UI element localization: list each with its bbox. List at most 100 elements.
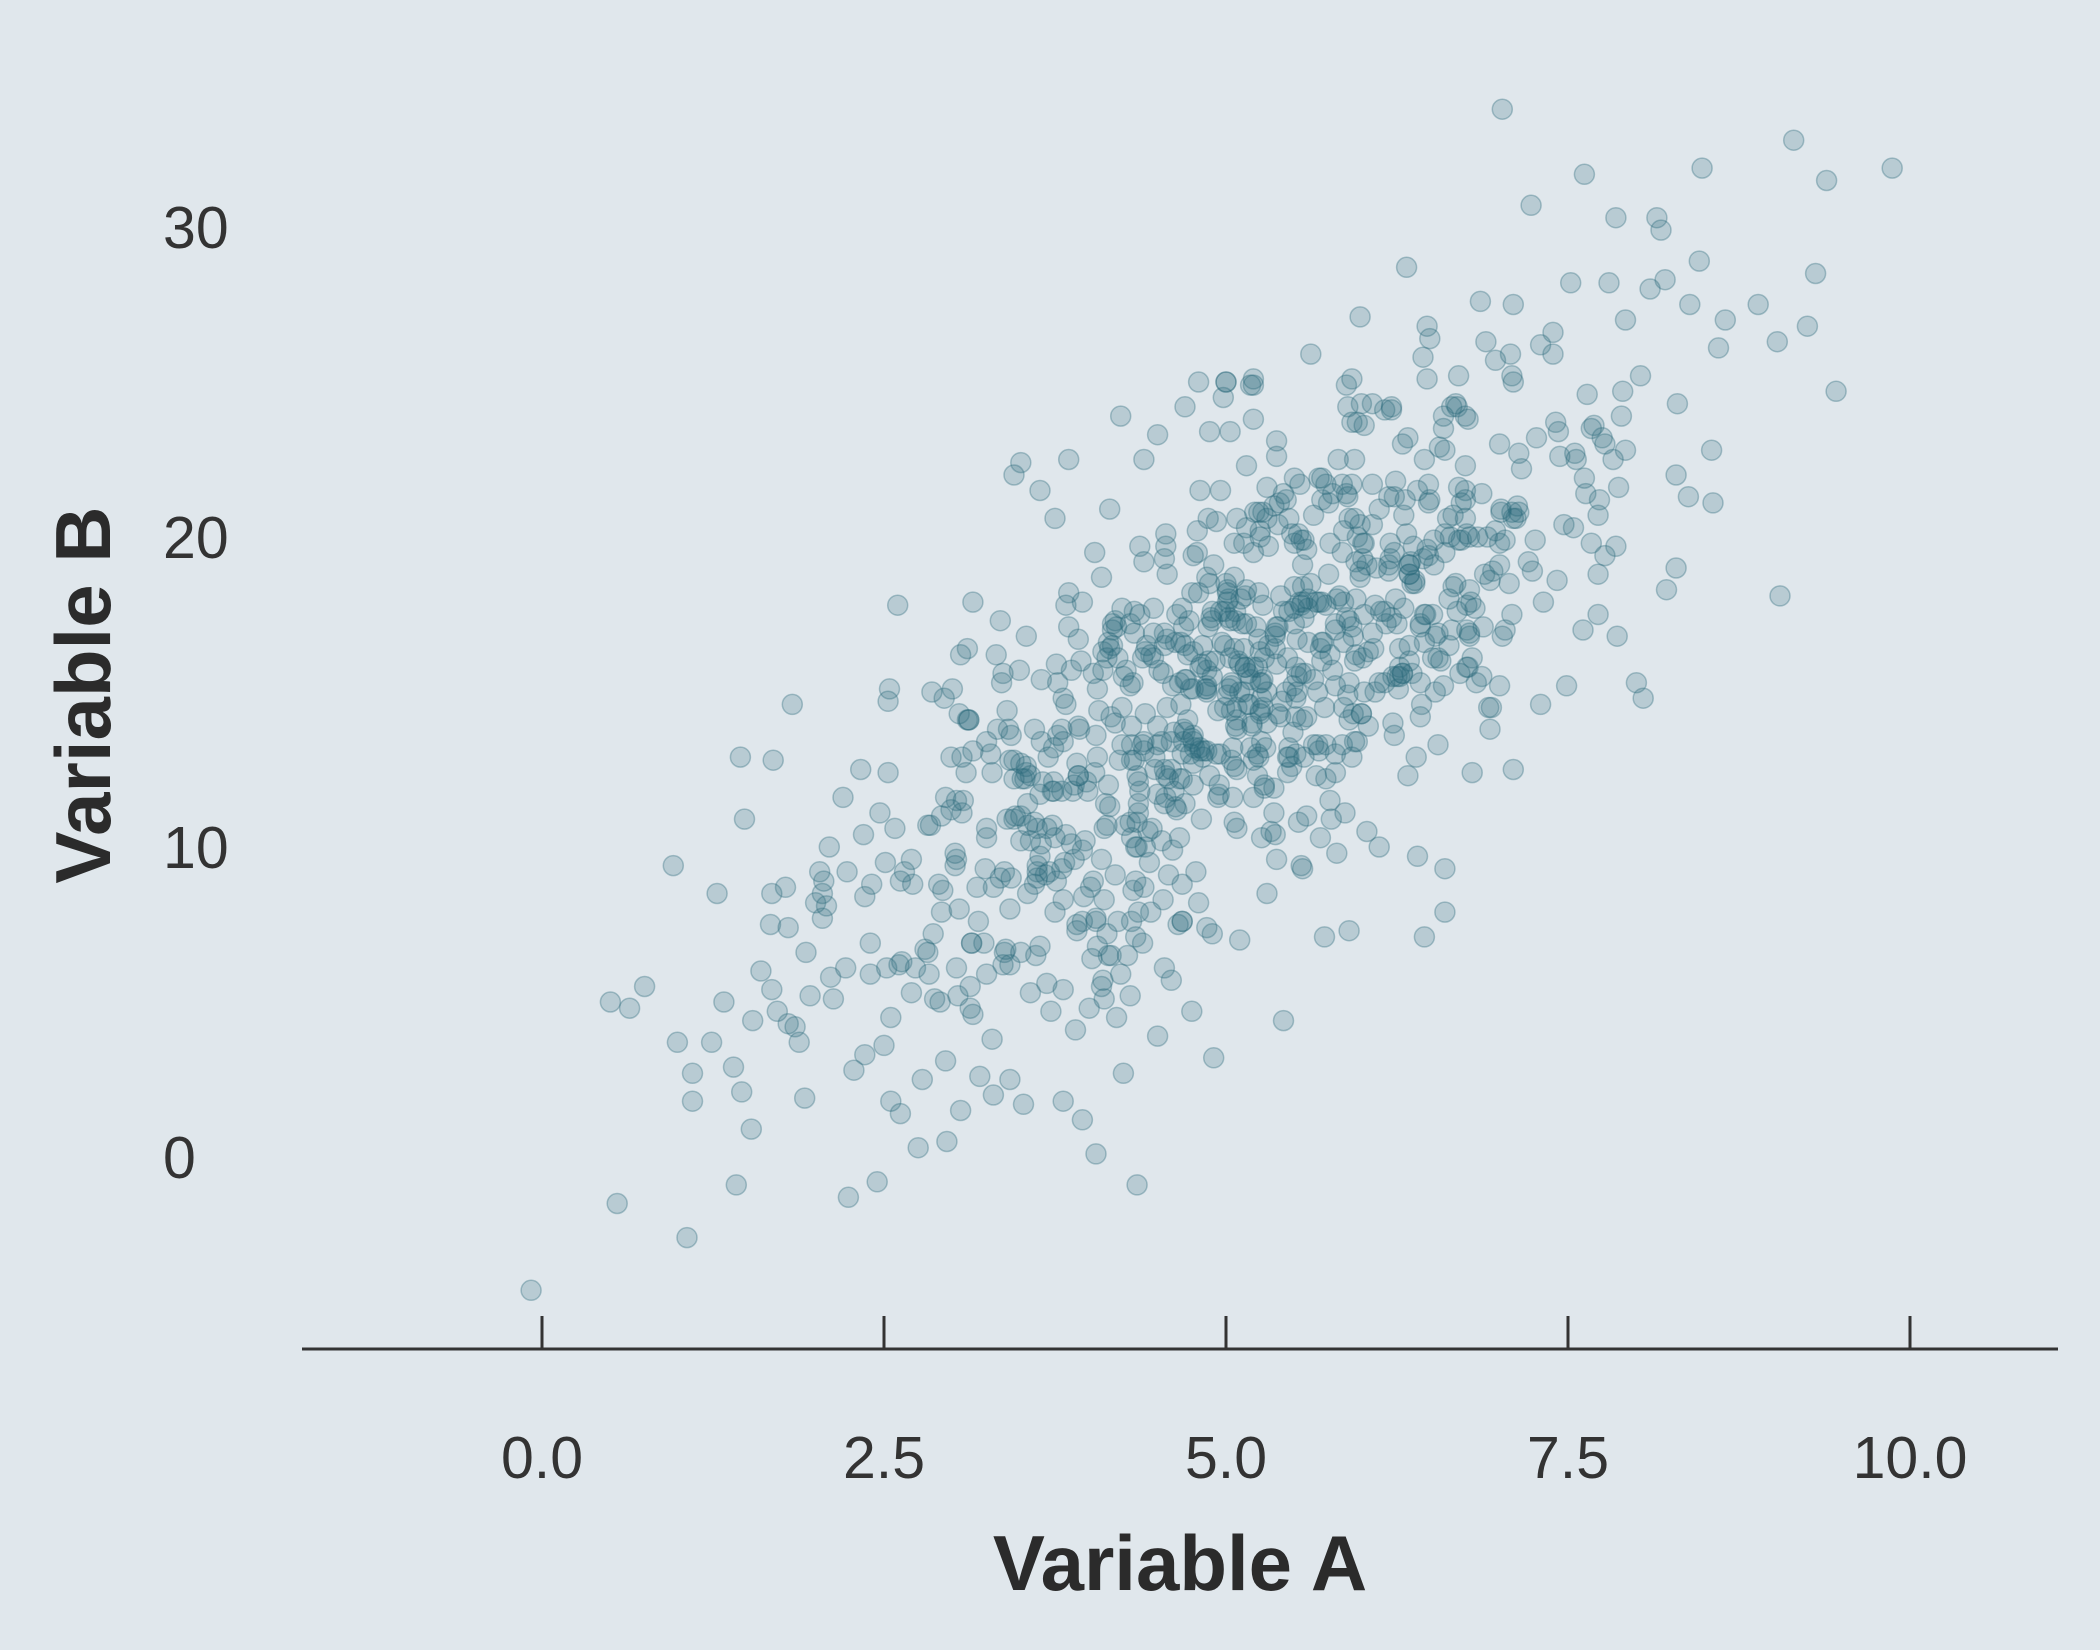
- data-point: [1133, 740, 1155, 762]
- data-point: [1353, 603, 1375, 626]
- data-point: [1391, 433, 1414, 455]
- data-point: [1182, 724, 1204, 747]
- data-point: [874, 851, 897, 874]
- data-point: [1204, 650, 1226, 672]
- data-point: [1146, 423, 1169, 446]
- data-point: [666, 1031, 689, 1054]
- data-point: [1157, 768, 1180, 790]
- data-point: [1153, 758, 1176, 781]
- data-point: [1508, 501, 1530, 523]
- data-point: [1394, 489, 1416, 511]
- data-point: [1134, 702, 1157, 725]
- data-point: [1234, 656, 1256, 678]
- data-point: [740, 1118, 763, 1140]
- data-point: [1337, 396, 1359, 418]
- data-point: [1216, 591, 1239, 613]
- data-point: [996, 699, 1018, 722]
- data-point: [1398, 650, 1421, 672]
- data-point: [811, 907, 834, 930]
- data-point: [1234, 656, 1256, 678]
- data-point: [837, 1186, 860, 1209]
- data-point: [1458, 526, 1481, 548]
- data-point: [1289, 591, 1311, 613]
- data-point: [1016, 814, 1039, 837]
- data-point: [1402, 535, 1425, 558]
- data-point: [1063, 848, 1085, 871]
- data-point: [1280, 755, 1303, 778]
- data-point: [936, 1130, 958, 1153]
- data-point: [1242, 749, 1265, 771]
- data-point: [1146, 783, 1169, 806]
- data-point: [989, 609, 1012, 632]
- data-point: [990, 671, 1013, 694]
- data-point: [1026, 817, 1048, 840]
- data-point: [662, 854, 685, 877]
- data-point: [1202, 554, 1225, 576]
- data-point: [1249, 640, 1271, 663]
- data-point: [1393, 597, 1415, 620]
- data-point: [1650, 219, 1672, 241]
- data-point: [1324, 619, 1347, 641]
- data-point: [1067, 764, 1090, 787]
- data-point: [1256, 681, 1278, 703]
- data-point: [1458, 622, 1481, 644]
- data-point: [1265, 848, 1288, 871]
- data-point: [1004, 805, 1027, 827]
- data-point: [951, 802, 973, 824]
- data-point: [1368, 498, 1390, 520]
- data-point: [1501, 501, 1523, 523]
- data-point: [1030, 833, 1053, 855]
- data-point: [1153, 957, 1176, 979]
- data-point: [1287, 811, 1310, 833]
- data-point: [1196, 681, 1218, 703]
- data-point: [1494, 529, 1516, 551]
- data-point: [1144, 746, 1166, 768]
- data-point: [1398, 563, 1421, 585]
- data-point: [1399, 551, 1422, 573]
- data-point: [880, 1006, 902, 1029]
- data-point: [1409, 706, 1432, 728]
- data-point: [1019, 981, 1042, 1004]
- data-point: [1501, 365, 1523, 387]
- data-point: [1456, 594, 1478, 616]
- data-point: [1010, 451, 1032, 474]
- data-point: [819, 966, 842, 988]
- data-point: [1406, 479, 1429, 502]
- data-point: [1238, 693, 1261, 716]
- data-point: [1324, 675, 1347, 697]
- data-point: [1216, 578, 1239, 601]
- data-point: [722, 1056, 745, 1078]
- data-point: [985, 644, 1007, 666]
- data-point: [1438, 588, 1460, 610]
- data-point: [1030, 668, 1053, 691]
- data-point: [952, 789, 975, 812]
- data-point: [1046, 724, 1069, 747]
- data-point: [1153, 622, 1176, 644]
- data-point: [834, 957, 857, 979]
- data-point: [854, 885, 876, 908]
- data-point: [975, 817, 998, 840]
- data-point: [1286, 665, 1308, 688]
- data-point: [1427, 647, 1449, 669]
- data-point: [1665, 464, 1687, 486]
- data-point: [958, 709, 980, 731]
- data-point: [960, 932, 983, 954]
- points-layer: [520, 98, 1903, 1302]
- data-point: [599, 991, 622, 1013]
- data-point: [1319, 532, 1341, 554]
- data-point: [1090, 566, 1113, 589]
- data-point: [1769, 585, 1791, 607]
- data-point: [1242, 541, 1265, 564]
- data-point: [967, 910, 990, 933]
- data-point: [999, 749, 1021, 771]
- data-point: [1345, 588, 1367, 610]
- data-point: [1078, 997, 1100, 1019]
- data-point: [1083, 761, 1106, 784]
- data-point: [1398, 634, 1421, 657]
- data-point: [1246, 743, 1269, 765]
- data-point: [1120, 715, 1143, 737]
- data-point: [930, 901, 953, 923]
- data-point: [1260, 820, 1282, 843]
- data-point: [1311, 467, 1333, 489]
- data-point: [1104, 712, 1126, 734]
